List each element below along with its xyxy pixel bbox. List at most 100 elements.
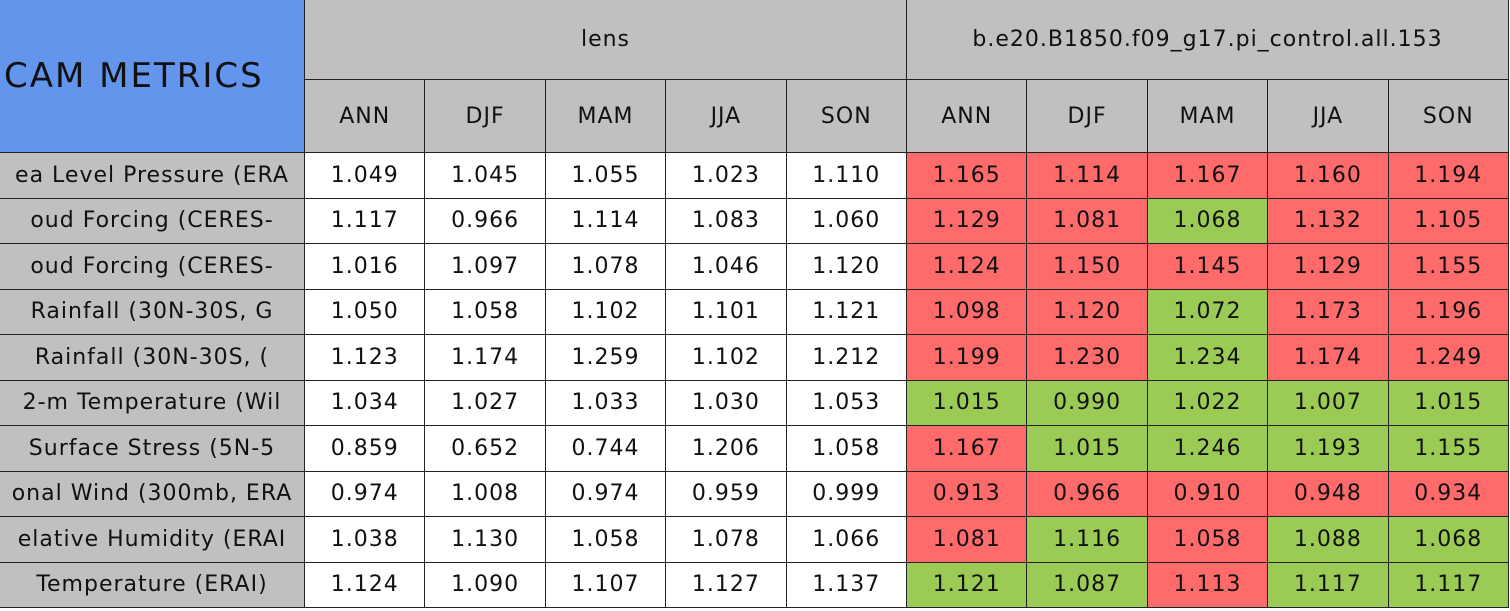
value-cell: 1.129 — [907, 198, 1028, 244]
value-cell: 1.049 — [305, 153, 426, 199]
value-cell: 0.744 — [545, 426, 667, 472]
value-cell: 0.959 — [666, 471, 787, 517]
value-cell: 1.058 — [545, 517, 667, 563]
value-cell: 1.102 — [545, 289, 667, 335]
value-cell: 1.212 — [786, 335, 907, 381]
value-cell: 0.974 — [545, 471, 667, 517]
value-cell: 1.160 — [1268, 153, 1389, 199]
value-cell: 1.046 — [666, 244, 787, 290]
value-cell: 1.167 — [907, 426, 1028, 472]
value-cell: 1.155 — [1388, 244, 1509, 290]
value-cell: 1.196 — [1388, 289, 1509, 335]
season-header: JJA — [666, 80, 787, 153]
value-cell: 1.130 — [425, 517, 546, 563]
value-cell: 1.083 — [666, 198, 787, 244]
value-cell: 1.124 — [305, 562, 426, 608]
group-header: b.e20.B1850.f09_g17.pi_control.all.153 — [907, 0, 1509, 80]
row-label: oud Forcing (CERES- — [0, 198, 305, 244]
value-cell: 1.022 — [1147, 380, 1269, 426]
value-cell: 1.072 — [1147, 289, 1269, 335]
value-cell: 1.259 — [545, 335, 667, 381]
value-cell: 0.910 — [1147, 471, 1269, 517]
value-cell: 1.027 — [425, 380, 546, 426]
value-cell: 1.137 — [786, 562, 907, 608]
value-cell: 1.066 — [786, 517, 907, 563]
value-cell: 1.194 — [1388, 153, 1509, 199]
value-cell: 1.007 — [1268, 380, 1389, 426]
value-cell: 1.058 — [786, 426, 907, 472]
value-cell: 1.045 — [425, 153, 546, 199]
value-cell: 1.120 — [786, 244, 907, 290]
value-cell: 1.055 — [545, 153, 667, 199]
value-cell: 1.165 — [907, 153, 1028, 199]
value-cell: 1.145 — [1147, 244, 1269, 290]
value-cell: 0.999 — [786, 471, 907, 517]
value-cell: 1.058 — [1147, 517, 1269, 563]
value-cell: 1.230 — [1027, 335, 1148, 381]
value-cell: 1.058 — [425, 289, 546, 335]
value-cell: 1.016 — [305, 244, 426, 290]
value-cell: 1.015 — [907, 380, 1028, 426]
value-cell: 0.913 — [907, 471, 1028, 517]
value-cell: 0.990 — [1027, 380, 1148, 426]
value-cell: 1.116 — [1027, 517, 1148, 563]
value-cell: 0.934 — [1388, 471, 1509, 517]
row-label: Temperature (ERAI) — [0, 562, 305, 608]
value-cell: 1.121 — [786, 289, 907, 335]
table-title: CAM METRICS — [0, 0, 305, 153]
value-cell: 1.121 — [907, 562, 1028, 608]
season-header: SON — [1388, 80, 1509, 153]
value-cell: 1.060 — [786, 198, 907, 244]
season-header: DJF — [1027, 80, 1148, 153]
value-cell: 0.966 — [1027, 471, 1148, 517]
value-cell: 1.246 — [1147, 426, 1269, 472]
value-cell: 1.053 — [786, 380, 907, 426]
value-cell: 1.249 — [1388, 335, 1509, 381]
value-cell: 1.078 — [666, 517, 787, 563]
value-cell: 1.030 — [666, 380, 787, 426]
value-cell: 1.234 — [1147, 335, 1269, 381]
value-cell: 1.087 — [1027, 562, 1148, 608]
value-cell: 0.859 — [305, 426, 426, 472]
season-header: JJA — [1268, 80, 1389, 153]
row-label: Surface Stress (5N-5 — [0, 426, 305, 472]
value-cell: 1.068 — [1147, 198, 1269, 244]
row-label: Rainfall (30N-30S, G — [0, 289, 305, 335]
season-header: MAM — [1147, 80, 1269, 153]
value-cell: 1.038 — [305, 517, 426, 563]
value-cell: 1.206 — [666, 426, 787, 472]
group-header: lens — [305, 0, 907, 80]
value-cell: 1.199 — [907, 335, 1028, 381]
value-cell: 0.966 — [425, 198, 546, 244]
value-cell: 1.107 — [545, 562, 667, 608]
value-cell: 1.008 — [425, 471, 546, 517]
value-cell: 1.167 — [1147, 153, 1269, 199]
value-cell: 1.068 — [1388, 517, 1509, 563]
value-cell: 1.090 — [425, 562, 546, 608]
value-cell: 1.105 — [1388, 198, 1509, 244]
value-cell: 1.114 — [545, 198, 667, 244]
row-label: Rainfall (30N-30S, ( — [0, 335, 305, 381]
season-header: MAM — [545, 80, 667, 153]
value-cell: 1.113 — [1147, 562, 1269, 608]
value-cell: 1.050 — [305, 289, 426, 335]
value-cell: 1.124 — [907, 244, 1028, 290]
season-header: ANN — [305, 80, 426, 153]
value-cell: 1.078 — [545, 244, 667, 290]
value-cell: 0.948 — [1268, 471, 1389, 517]
value-cell: 1.015 — [1388, 380, 1509, 426]
value-cell: 1.114 — [1027, 153, 1148, 199]
row-label: ea Level Pressure (ERA — [0, 153, 305, 199]
season-header: DJF — [425, 80, 546, 153]
season-header: SON — [786, 80, 907, 153]
value-cell: 1.117 — [1268, 562, 1389, 608]
value-cell: 1.033 — [545, 380, 667, 426]
value-cell: 1.015 — [1027, 426, 1148, 472]
value-cell: 0.974 — [305, 471, 426, 517]
value-cell: 1.120 — [1027, 289, 1148, 335]
value-cell: 1.193 — [1268, 426, 1389, 472]
value-cell: 1.110 — [786, 153, 907, 199]
value-cell: 0.652 — [425, 426, 546, 472]
season-header: ANN — [907, 80, 1028, 153]
